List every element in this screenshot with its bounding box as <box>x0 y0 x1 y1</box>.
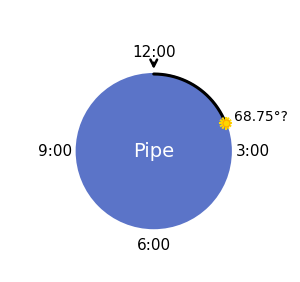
Text: Pipe: Pipe <box>133 142 174 160</box>
Text: 68.75°?: 68.75°? <box>234 110 288 124</box>
Text: 12:00: 12:00 <box>132 45 176 60</box>
Text: 3:00: 3:00 <box>236 144 270 158</box>
Circle shape <box>77 74 231 228</box>
Text: 9:00: 9:00 <box>38 144 72 158</box>
Text: 6:00: 6:00 <box>137 238 171 253</box>
